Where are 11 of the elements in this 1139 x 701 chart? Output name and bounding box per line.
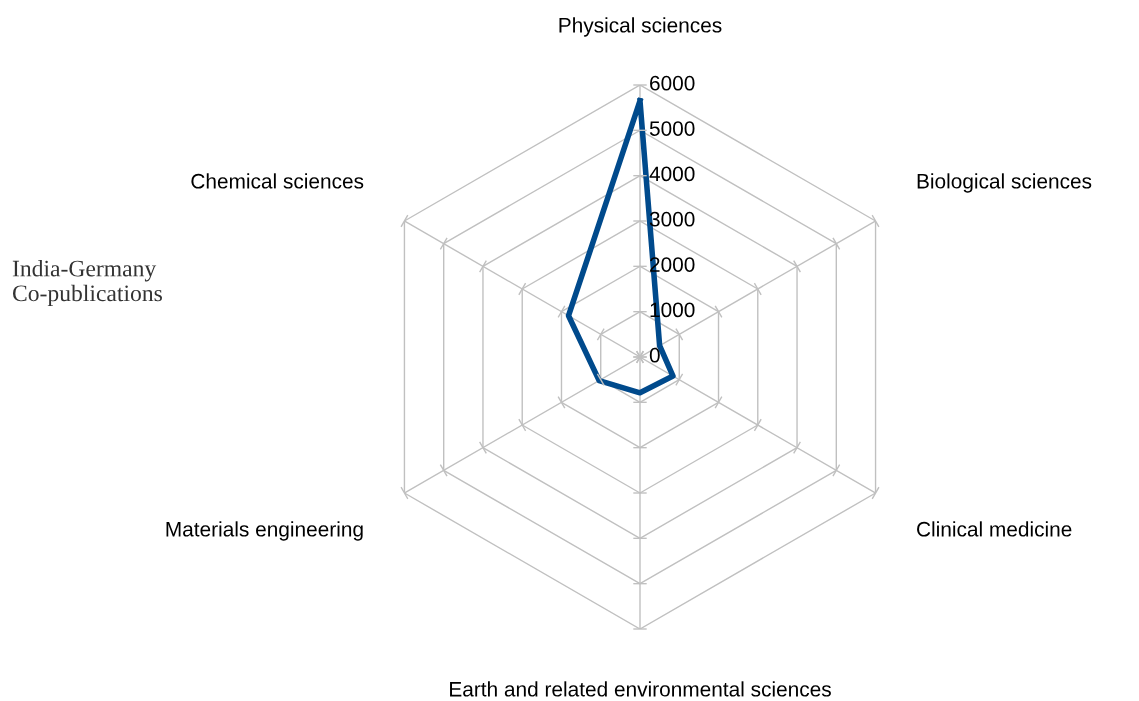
y-tick-label: 4000	[649, 166, 695, 182]
spoke-label: Earth and related environmental sciences	[450, 681, 831, 697]
y-tick-label: 5000	[649, 121, 695, 136]
spoke-label: Materials engineering	[166, 521, 363, 541]
text: India-Germany Co-publications	[12, 259, 162, 307]
y-tick-label: 6000	[650, 75, 695, 91]
spoke-label: Biological sciences	[917, 173, 1092, 193]
spoke-label: Physical sciences	[559, 17, 722, 37]
y-tick-label: 0	[649, 347, 660, 363]
spoke-label: Clinical medicine	[917, 521, 1072, 537]
spoke-label: Chemical sciences	[191, 173, 364, 189]
